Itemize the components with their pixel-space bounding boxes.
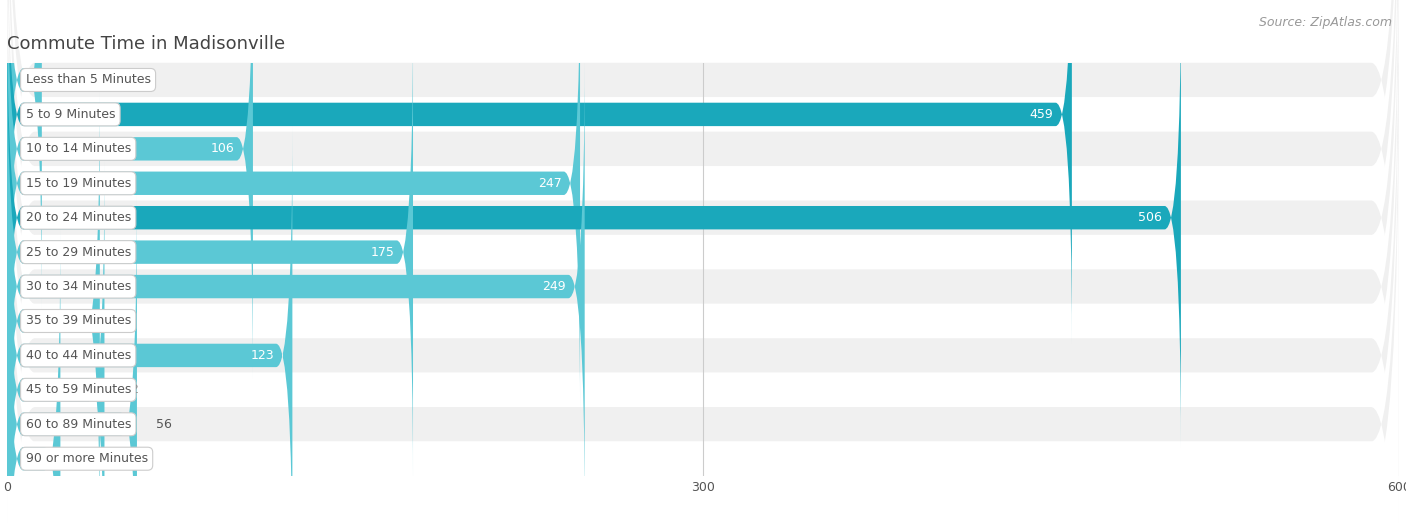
FancyBboxPatch shape <box>7 0 1399 523</box>
Text: 106: 106 <box>211 142 235 155</box>
FancyBboxPatch shape <box>7 0 253 378</box>
Text: 25 to 29 Minutes: 25 to 29 Minutes <box>25 246 131 259</box>
Text: 56: 56 <box>156 418 172 431</box>
FancyBboxPatch shape <box>7 0 42 309</box>
FancyBboxPatch shape <box>7 0 1181 447</box>
FancyBboxPatch shape <box>7 0 1399 523</box>
Text: 15: 15 <box>60 73 76 86</box>
FancyBboxPatch shape <box>7 126 292 523</box>
Text: 42: 42 <box>124 383 139 396</box>
Text: Source: ZipAtlas.com: Source: ZipAtlas.com <box>1258 16 1392 29</box>
FancyBboxPatch shape <box>7 230 60 523</box>
Text: 40: 40 <box>118 314 134 327</box>
FancyBboxPatch shape <box>7 28 1399 523</box>
FancyBboxPatch shape <box>7 161 104 523</box>
Text: 40 to 44 Minutes: 40 to 44 Minutes <box>25 349 131 362</box>
FancyBboxPatch shape <box>7 0 1399 523</box>
Text: 15 to 19 Minutes: 15 to 19 Minutes <box>25 177 131 190</box>
FancyBboxPatch shape <box>7 0 1399 523</box>
Text: 45 to 59 Minutes: 45 to 59 Minutes <box>25 383 131 396</box>
Text: 175: 175 <box>371 246 395 259</box>
Text: 23: 23 <box>79 452 94 465</box>
Text: 35 to 39 Minutes: 35 to 39 Minutes <box>25 314 131 327</box>
Text: 20 to 24 Minutes: 20 to 24 Minutes <box>25 211 131 224</box>
Text: 123: 123 <box>250 349 274 362</box>
Text: 60 to 89 Minutes: 60 to 89 Minutes <box>25 418 131 431</box>
FancyBboxPatch shape <box>7 195 136 523</box>
Text: Less than 5 Minutes: Less than 5 Minutes <box>25 73 150 86</box>
Text: 459: 459 <box>1029 108 1053 121</box>
FancyBboxPatch shape <box>7 57 585 516</box>
FancyBboxPatch shape <box>7 0 1399 523</box>
FancyBboxPatch shape <box>7 63 1399 523</box>
Text: 506: 506 <box>1139 211 1163 224</box>
Text: Commute Time in Madisonville: Commute Time in Madisonville <box>7 35 285 53</box>
Text: 247: 247 <box>537 177 561 190</box>
Text: 10 to 14 Minutes: 10 to 14 Minutes <box>25 142 131 155</box>
FancyBboxPatch shape <box>7 0 581 413</box>
FancyBboxPatch shape <box>7 0 1399 523</box>
Text: 5 to 9 Minutes: 5 to 9 Minutes <box>25 108 115 121</box>
FancyBboxPatch shape <box>7 0 1399 476</box>
FancyBboxPatch shape <box>7 0 1071 344</box>
Text: 249: 249 <box>543 280 567 293</box>
Text: 30 to 34 Minutes: 30 to 34 Minutes <box>25 280 131 293</box>
FancyBboxPatch shape <box>7 92 100 523</box>
FancyBboxPatch shape <box>7 0 1399 510</box>
FancyBboxPatch shape <box>7 0 1399 523</box>
FancyBboxPatch shape <box>7 0 1399 523</box>
Text: 90 or more Minutes: 90 or more Minutes <box>25 452 148 465</box>
FancyBboxPatch shape <box>7 23 413 482</box>
